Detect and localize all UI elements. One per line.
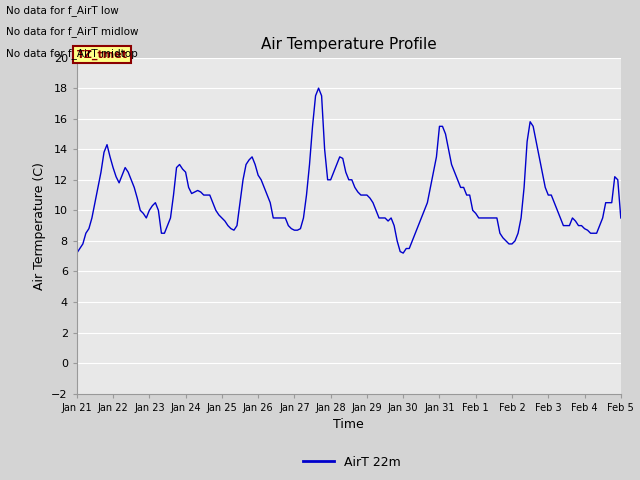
Text: No data for f_AirT midlow: No data for f_AirT midlow [6,26,139,37]
Legend: AirT 22m: AirT 22m [298,451,406,474]
Title: Air Temperature Profile: Air Temperature Profile [261,37,436,52]
Text: No data for f_AirT low: No data for f_AirT low [6,5,119,16]
Text: No data for f_AirT midtop: No data for f_AirT midtop [6,48,138,59]
Y-axis label: Air Termperature (C): Air Termperature (C) [33,162,45,289]
Text: TZ_tmet: TZ_tmet [77,49,128,60]
X-axis label: Time: Time [333,418,364,431]
